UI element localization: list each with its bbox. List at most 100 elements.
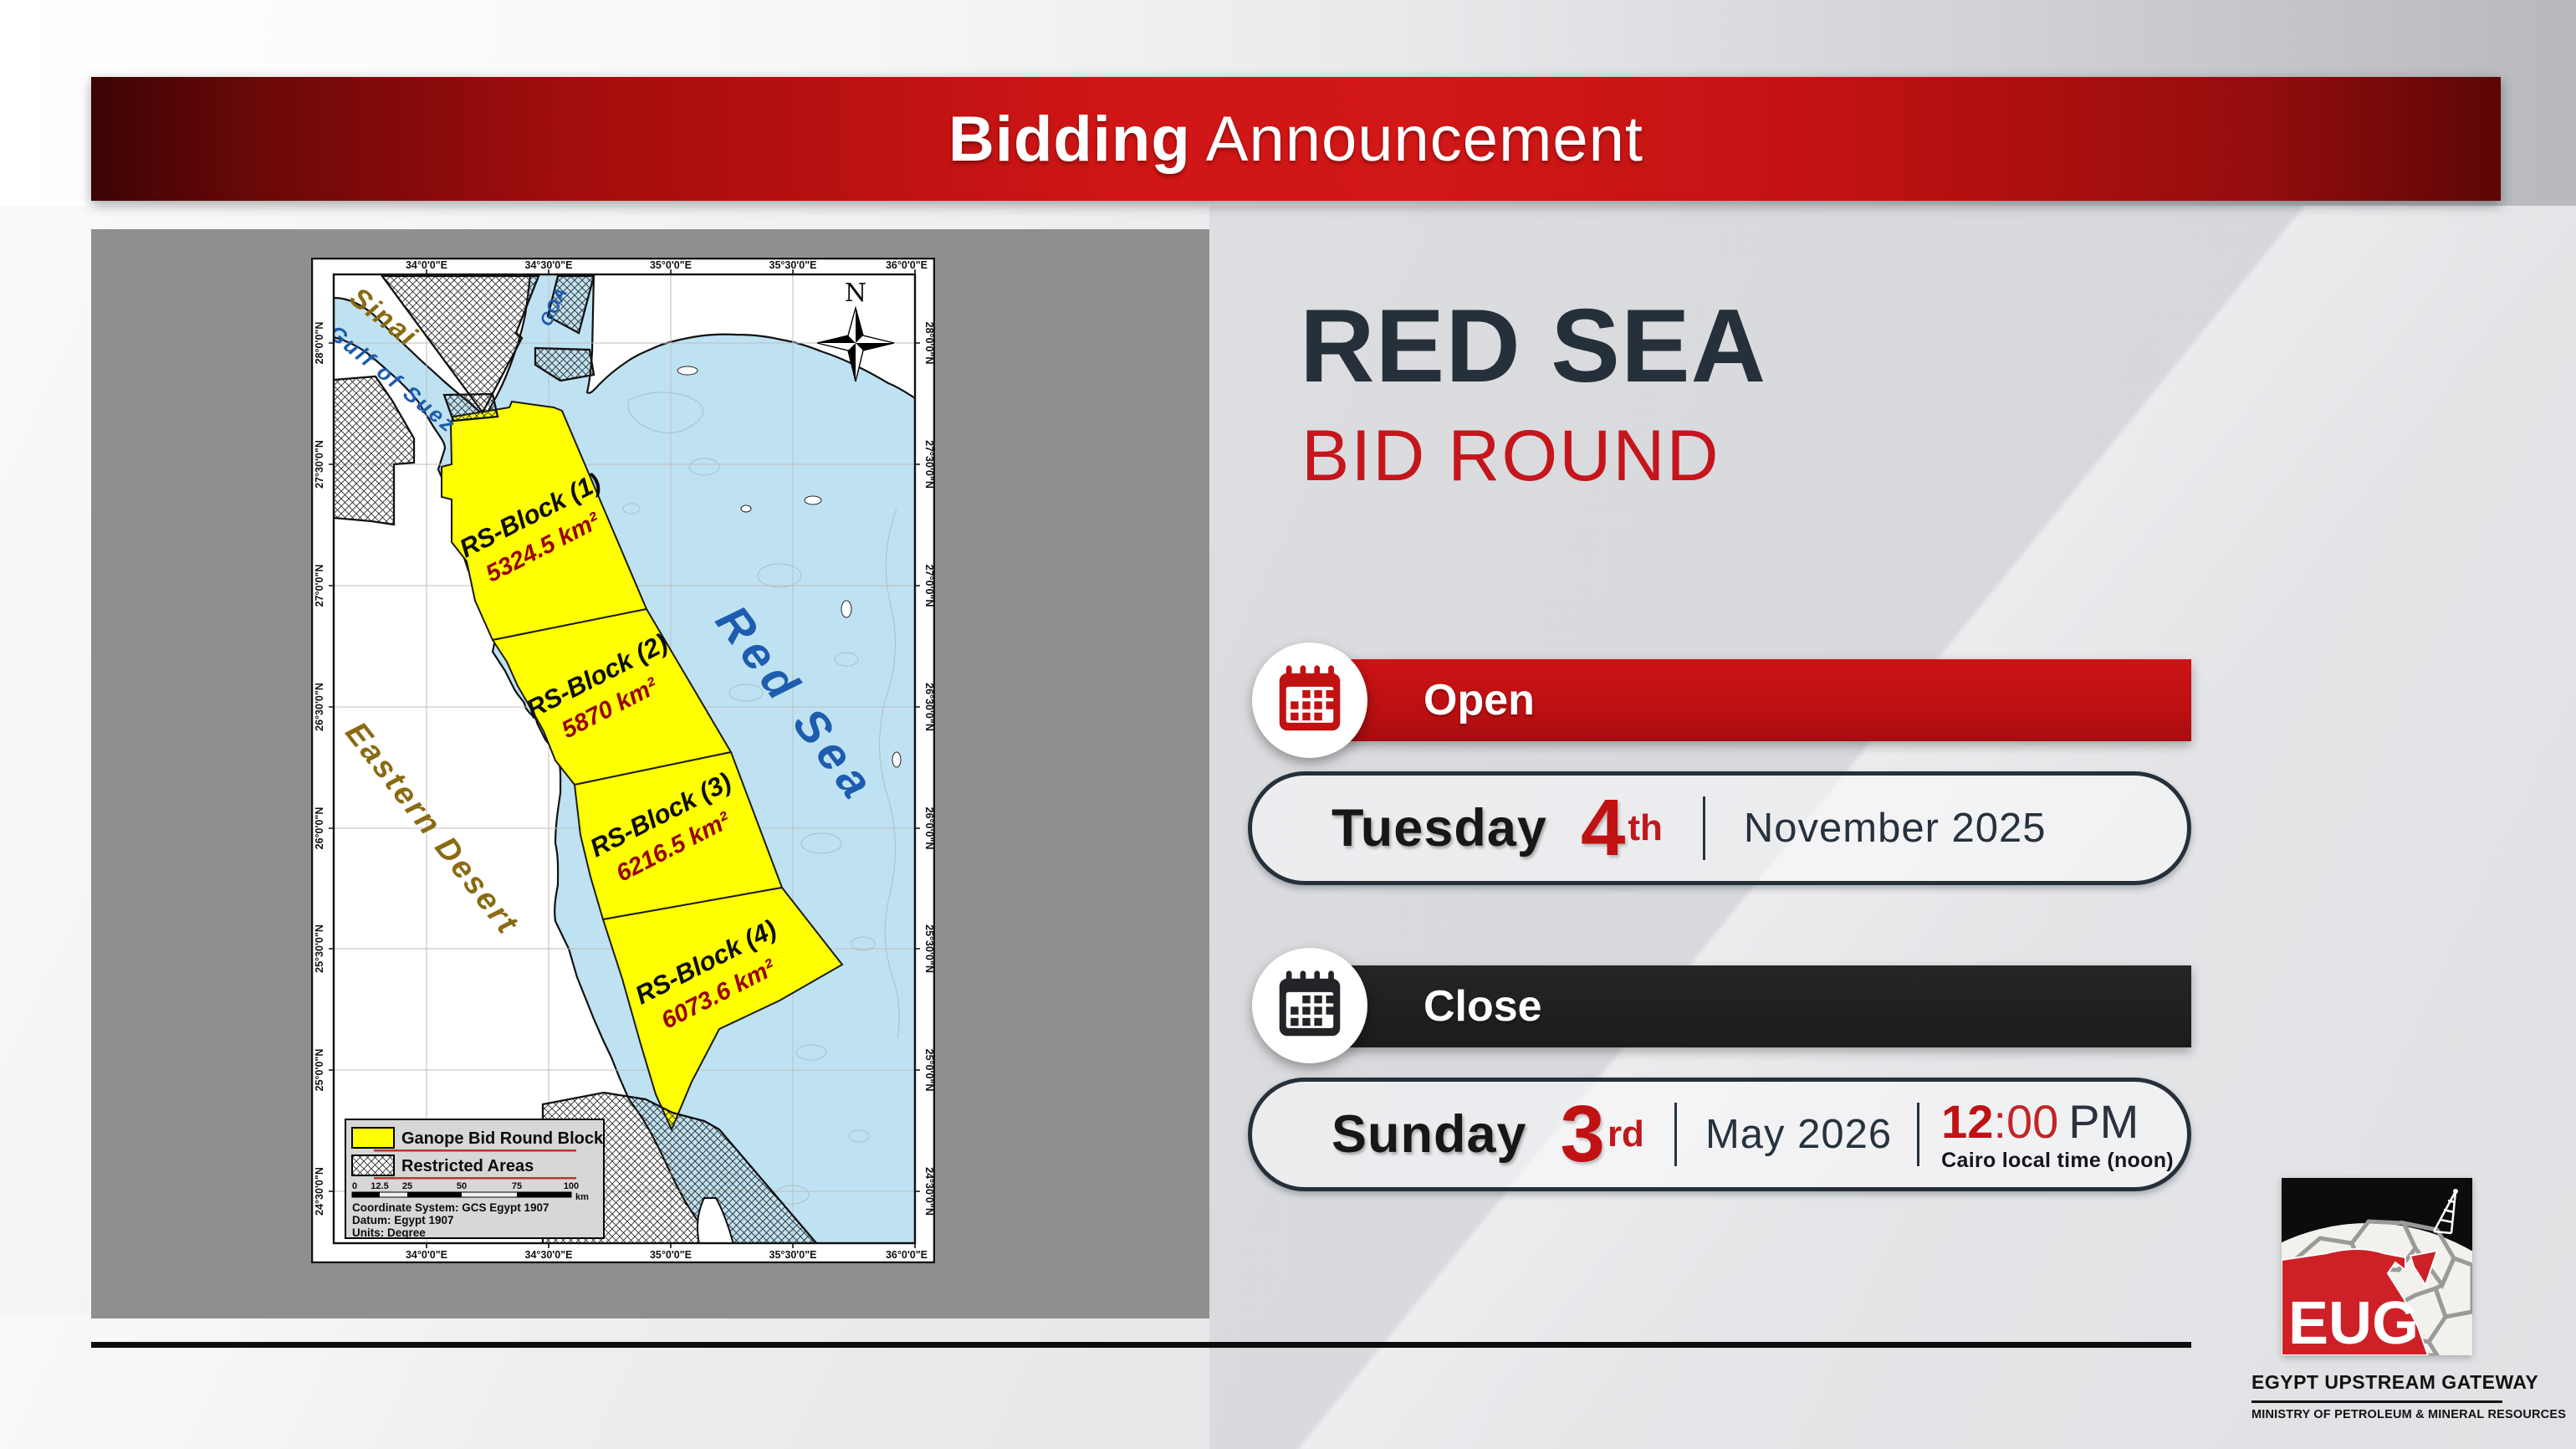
svg-text:36°0'0"E: 36°0'0"E bbox=[886, 259, 928, 271]
svg-text:100: 100 bbox=[564, 1181, 579, 1191]
calendar-icon bbox=[1279, 665, 1341, 731]
close-month-year: May 2026 bbox=[1705, 1112, 1893, 1157]
latitude-labels-left: 28°0'0"N 27°30'0"N 27°0'0"N 26°30'0"N 26… bbox=[314, 322, 325, 1216]
legend-datum: Datum: Egypt 1907 bbox=[352, 1214, 454, 1226]
close-time-hours: 12 bbox=[1941, 1094, 1994, 1148]
eug-acronym: EUG bbox=[2288, 1290, 2419, 1355]
banner-title: Bidding Announcement bbox=[948, 103, 1643, 176]
svg-text:26°0'0"N: 26°0'0"N bbox=[923, 807, 935, 850]
svg-text:25°30'0"N: 25°30'0"N bbox=[314, 924, 325, 973]
open-calendar-badge bbox=[1252, 643, 1367, 758]
egypt-silhouette bbox=[2281, 1248, 2430, 1356]
close-day-number: 3 bbox=[1560, 1089, 1605, 1179]
legend-bid-block-swatch bbox=[351, 1127, 395, 1149]
logo-ministry-name: MINISTRY OF PETROLEUM & MINERAL RESOURCE… bbox=[2251, 1408, 2567, 1421]
svg-text:34°0'0"E: 34°0'0"E bbox=[406, 259, 447, 271]
sinai-silhouette bbox=[2409, 1249, 2439, 1288]
svg-text:28°0'0"N: 28°0'0"N bbox=[314, 322, 325, 365]
title-red-sea: RED SEA bbox=[1300, 289, 1767, 404]
close-label: Close bbox=[1423, 982, 1542, 1031]
restricted-gulf-mouth bbox=[442, 392, 499, 422]
svg-text:27°30'0"N: 27°30'0"N bbox=[314, 440, 325, 489]
footer-rule bbox=[91, 1342, 2191, 1348]
scale-bar: 0 12.5 25 50 75 100 km bbox=[351, 1181, 589, 1202]
svg-text:35°0'0"E: 35°0'0"E bbox=[650, 259, 692, 271]
open-day-number: 4 bbox=[1580, 783, 1626, 873]
open-month-year: November 2025 bbox=[1743, 806, 2047, 851]
block-1-polygon bbox=[441, 400, 648, 642]
block-2-polygon bbox=[491, 607, 733, 786]
map-legend: Ganope Bid Round Block Restricted Areas … bbox=[345, 1119, 605, 1239]
svg-text:26°0'0"N: 26°0'0"N bbox=[314, 807, 325, 850]
divider bbox=[1702, 796, 1705, 860]
svg-text:35°30'0"E: 35°30'0"E bbox=[769, 1249, 817, 1261]
scale-unit: km bbox=[575, 1192, 589, 1202]
svg-text:25°0'0"N: 25°0'0"N bbox=[314, 1049, 325, 1092]
compass-rose-icon: N bbox=[816, 279, 895, 382]
svg-text:35°30'0"E: 35°30'0"E bbox=[769, 259, 817, 271]
eug-logo-icon: EUG bbox=[2163, 1178, 2574, 1449]
banner-title-regular: Announcement bbox=[1205, 103, 1644, 175]
legend-bid-block-label: Ganope Bid Round Block bbox=[401, 1129, 604, 1148]
background-bottom-left-shade bbox=[0, 1315, 753, 1449]
close-time-period: PM bbox=[2068, 1094, 2139, 1148]
svg-text:25: 25 bbox=[402, 1181, 412, 1191]
restricted-west-gulf bbox=[334, 375, 416, 526]
open-day: Tuesday bbox=[1331, 799, 1547, 858]
svg-text:75: 75 bbox=[512, 1181, 522, 1191]
svg-text:36°0'0"E: 36°0'0"E bbox=[886, 1249, 928, 1261]
svg-text:25°30'0"N: 25°30'0"N bbox=[923, 924, 935, 973]
legend-restricted-swatch bbox=[351, 1155, 395, 1176]
svg-text:26°30'0"N: 26°30'0"N bbox=[314, 683, 325, 731]
close-day-suffix: rd bbox=[1607, 1114, 1644, 1155]
compass-north-label: N bbox=[845, 279, 866, 308]
block-4-polygon bbox=[601, 886, 844, 1132]
calendar-icon bbox=[1279, 970, 1341, 1037]
close-time: 12:00 PM Cairo local time (noon) bbox=[1941, 1098, 2174, 1171]
restricted-areas bbox=[334, 274, 818, 1243]
close-time-minutes: :00 bbox=[1993, 1094, 2059, 1148]
restricted-sinai bbox=[380, 274, 540, 415]
legend-restricted-label: Restricted Areas bbox=[401, 1157, 534, 1175]
divider bbox=[1674, 1103, 1677, 1166]
close-calendar-badge bbox=[1252, 948, 1367, 1063]
open-date-pill: Tuesday 4 th November 2025 bbox=[1248, 771, 2191, 885]
page-title: RED SEA BID ROUND bbox=[1300, 294, 1766, 492]
svg-text:27°0'0"N: 27°0'0"N bbox=[314, 565, 325, 607]
svg-text:34°30'0"E: 34°30'0"E bbox=[525, 259, 573, 271]
svg-text:27°0'0"N: 27°0'0"N bbox=[923, 565, 935, 607]
title-bid-round: BID ROUND bbox=[1301, 416, 1720, 496]
close-day: Sunday bbox=[1331, 1105, 1527, 1164]
svg-text:26°30'0"N: 26°30'0"N bbox=[923, 683, 935, 731]
close-time-note: Cairo local time (noon) bbox=[1941, 1148, 2174, 1172]
restricted-south bbox=[541, 1091, 818, 1243]
open-day-suffix: th bbox=[1628, 807, 1663, 848]
red-sea-map: Sinai Gulf of Suez GOA Red Sea Eastern D… bbox=[311, 258, 935, 1263]
logo-divider bbox=[2251, 1400, 2502, 1403]
svg-text:35°0'0"E: 35°0'0"E bbox=[650, 1249, 692, 1261]
svg-text:27°30'0"N: 27°30'0"N bbox=[923, 440, 935, 489]
svg-text:24°30'0"N: 24°30'0"N bbox=[923, 1167, 935, 1216]
south-coast-patch bbox=[697, 1197, 734, 1243]
longitude-labels-bottom: 34°0'0"E 34°30'0"E 35°0'0"E 35°30'0"E 36… bbox=[406, 1249, 928, 1261]
logo-org-name: EGYPT UPSTREAM GATEWAY bbox=[2251, 1371, 2539, 1393]
latitude-labels-right: 28°0'0"N 27°30'0"N 27°0'0"N 26°30'0"N 26… bbox=[923, 322, 935, 1216]
legend-units: Units: Degree bbox=[352, 1226, 426, 1239]
longitude-labels-top: 34°0'0"E 34°30'0"E 35°0'0"E 35°30'0"E 36… bbox=[406, 259, 928, 271]
open-label: Open bbox=[1423, 676, 1535, 724]
legend-coordinate-system: Coordinate System: GCS Egypt 1907 bbox=[352, 1201, 549, 1214]
svg-text:0: 0 bbox=[352, 1181, 357, 1191]
bid-blocks bbox=[441, 400, 844, 1132]
eug-logo: EUG EGYPT UPSTREAM GATEWAY MINISTRY OF P… bbox=[2163, 1178, 2574, 1449]
banner: Bidding Announcement bbox=[91, 77, 2501, 201]
close-bar: Close bbox=[1347, 965, 2191, 1047]
svg-text:25°0'0"N: 25°0'0"N bbox=[923, 1049, 935, 1092]
map-inner-frame bbox=[332, 273, 917, 1245]
map-panel: Sinai Gulf of Suez GOA Red Sea Eastern D… bbox=[91, 229, 1209, 1318]
islands bbox=[677, 366, 902, 768]
banner-title-bold: Bidding bbox=[948, 103, 1191, 175]
svg-text:24°30'0"N: 24°30'0"N bbox=[314, 1167, 325, 1216]
restricted-junction bbox=[534, 346, 595, 382]
close-date-pill: Sunday 3 rd May 2026 12:00 PM Cairo local… bbox=[1248, 1078, 2191, 1191]
